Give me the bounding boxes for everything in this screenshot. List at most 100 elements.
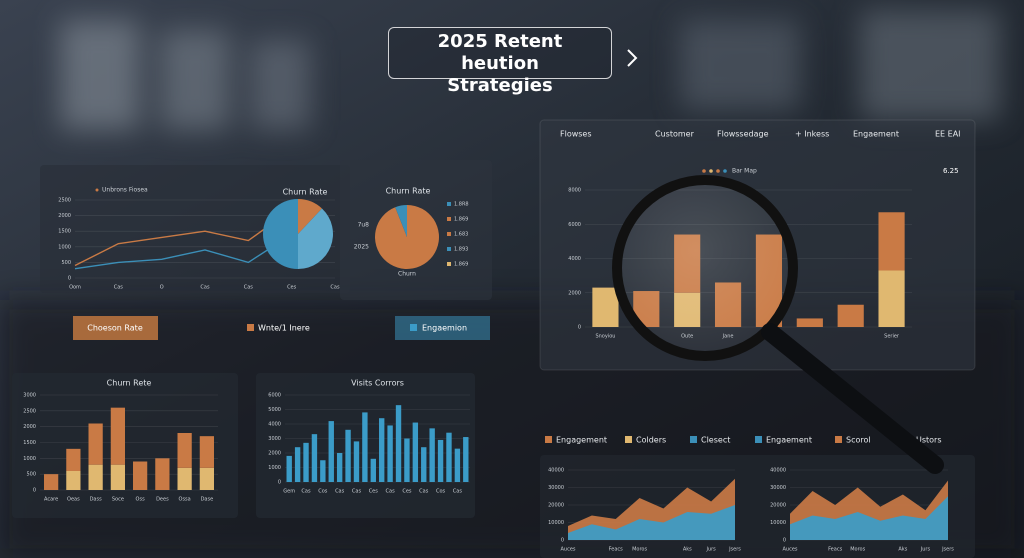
bar: [463, 437, 469, 482]
y-tick-label: 2000: [568, 290, 581, 296]
legend-swatch: [410, 324, 417, 331]
y-tick-label: 4000: [568, 256, 581, 262]
bar: [437, 439, 444, 482]
bar: [320, 460, 326, 482]
pie-slice: [298, 208, 333, 269]
menu-item: Flowses: [560, 130, 592, 139]
y-tick-label: 0: [68, 276, 71, 282]
legend-dot: [702, 169, 706, 173]
y-tick-label: 5000: [268, 407, 281, 413]
panel: [40, 165, 350, 293]
area: [790, 496, 948, 540]
line: [74, 233, 293, 270]
bar: [66, 448, 81, 471]
legend-swatch: [545, 436, 552, 443]
legend-dot: [716, 169, 720, 173]
chevron: [627, 49, 638, 67]
x-tick-label: Cos: [436, 489, 446, 495]
bar: [286, 455, 292, 482]
legend-label: Unbrons Fiosea: [102, 187, 148, 194]
menu-item: + Inkess: [795, 130, 829, 139]
side-label: 7u8: [358, 222, 370, 229]
bar: [199, 436, 214, 468]
x-tick-label: Acare: [44, 497, 58, 503]
y-tick-label: 1500: [23, 440, 36, 446]
menu-item: Customer: [655, 130, 695, 139]
y-tick-label: 0: [783, 538, 786, 544]
y-tick-label: 2000: [58, 213, 71, 219]
x-tick-label: Dees: [156, 497, 169, 503]
y-tick-label: 3000: [268, 436, 281, 442]
legend-label: 1.893: [454, 247, 468, 253]
bar: [336, 453, 343, 482]
y-tick-label: 3000: [23, 393, 36, 399]
legend-swatch: [447, 202, 451, 206]
badge: 6.25: [943, 167, 959, 175]
bar: [44, 474, 59, 490]
y-tick-label: 10000: [770, 520, 786, 526]
button-label[interactable]: Choeson Rate: [87, 324, 143, 333]
y-tick-label: 30000: [770, 485, 786, 491]
bar: [429, 428, 435, 482]
bar: [837, 304, 864, 327]
x-tick-label: Cas: [419, 489, 429, 495]
button[interactable]: [73, 316, 158, 340]
bar: [362, 412, 368, 482]
handle: [761, 323, 944, 474]
chart-title: Churn Rate: [283, 188, 328, 197]
area: [568, 505, 735, 540]
bar: [155, 458, 170, 490]
y-tick-label: 6000: [268, 393, 281, 399]
x-tick-label: O: [160, 285, 164, 291]
button-label[interactable]: Wnte/1 Inere: [258, 324, 310, 333]
y-tick-label: 40000: [548, 468, 564, 474]
legend-swatch: [447, 217, 451, 221]
legend-dot: [95, 188, 99, 192]
y-tick-label: 20000: [770, 503, 786, 509]
y-tick-label: 0: [33, 488, 36, 494]
menu-item: EE EAI: [935, 130, 961, 139]
bar: [66, 471, 81, 490]
magnifier: [612, 175, 944, 474]
bar: [395, 405, 402, 482]
x-tick-label: Jsers: [941, 547, 954, 553]
button-label[interactable]: Engaemion: [422, 324, 467, 333]
bar: [328, 421, 334, 482]
x-tick-label: Feacs: [609, 547, 623, 553]
legend-label: Engagement: [556, 436, 607, 445]
legend-dot: [723, 169, 727, 173]
bar: [133, 461, 148, 490]
x-tick-label: Cas: [330, 285, 340, 291]
bar: [177, 433, 192, 468]
bar: [446, 432, 452, 482]
x-tick-label: Gem: [283, 489, 295, 495]
legend-label: Bar Map: [732, 168, 757, 175]
legend-dot: [709, 169, 713, 173]
x-tick-label: Oss: [136, 497, 146, 503]
legend-label: Ustors: [916, 436, 942, 445]
x-tick-label: Ces: [287, 285, 297, 291]
y-tick-label: 4000: [268, 422, 281, 428]
x-tick-label: Moros: [632, 547, 647, 553]
bar: [177, 467, 192, 490]
y-tick-label: 40000: [770, 468, 786, 474]
charts: 0 500 1000 1500 2000 2500 Oom Cas O Cas Cas Ces Cas U…: [23, 130, 960, 553]
y-tick-label: 1000: [268, 465, 281, 471]
bar: [421, 447, 427, 482]
x-tick-label: Cos: [318, 489, 328, 495]
bar: [311, 434, 318, 482]
pie-slice: [395, 205, 407, 237]
legend-label: 1.869: [454, 262, 468, 268]
x-tick-label: Feacs: [828, 547, 842, 553]
legend-label: 1.869: [454, 217, 468, 223]
x-tick-label: Jurs: [705, 547, 716, 553]
lens: [612, 175, 798, 361]
y-tick-label: 6000: [568, 222, 581, 228]
legend-swatch: [447, 262, 451, 266]
bar: [110, 464, 125, 490]
y-tick-label: 1500: [58, 229, 71, 235]
bar: [878, 212, 905, 271]
chart-title: Churn Rate: [386, 187, 431, 196]
